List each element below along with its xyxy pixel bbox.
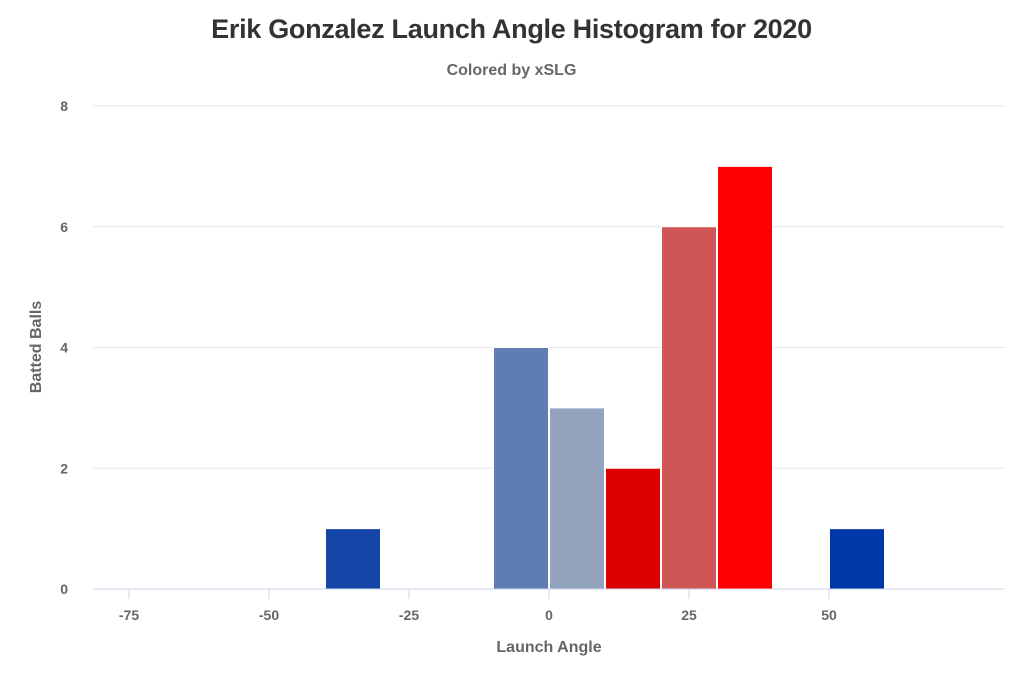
y-axis-title: Batted Balls <box>28 301 45 394</box>
x-tick-label: 50 <box>821 607 837 623</box>
histogram-bar <box>717 165 773 590</box>
x-tick-label: -75 <box>119 607 139 623</box>
histogram-bar <box>829 528 885 590</box>
axes: 0 2 4 6 8 -75 -50 -25 0 25 50 <box>60 98 1004 623</box>
y-tick-label: 8 <box>60 98 68 114</box>
y-tick-label: 2 <box>60 460 68 476</box>
chart-title: Erik Gonzalez Launch Angle Histogram for… <box>211 14 812 44</box>
x-tick-label: 0 <box>545 607 553 623</box>
histogram-bars <box>325 165 885 590</box>
x-tick-label: -25 <box>399 607 419 623</box>
chart-subtitle: Colored by xSLG <box>446 62 577 79</box>
histogram-bar <box>325 528 381 590</box>
histogram-bar <box>549 407 605 590</box>
x-tick-label: 25 <box>681 607 697 623</box>
histogram-bar <box>661 226 717 590</box>
histogram-bar <box>493 347 549 590</box>
y-tick-label: 0 <box>60 581 68 597</box>
y-tick-label: 6 <box>60 219 68 235</box>
x-axis-title: Launch Angle <box>496 639 601 656</box>
histogram-bar <box>605 467 661 590</box>
x-tick-label: -50 <box>259 607 279 623</box>
y-tick-label: 4 <box>60 340 68 356</box>
